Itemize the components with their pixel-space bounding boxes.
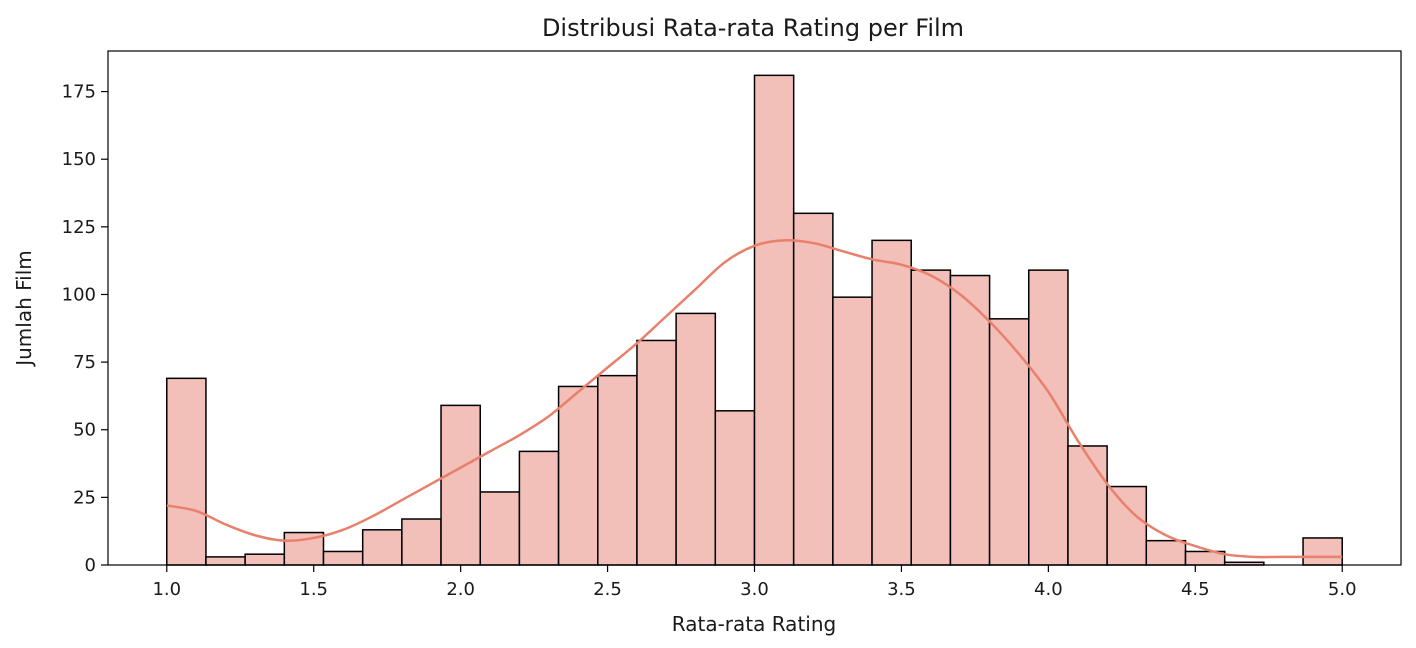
x-tick-label: 4.0 xyxy=(1034,579,1063,600)
x-tick-label: 2.5 xyxy=(593,579,622,600)
chart-title: Distribusi Rata-rata Rating per Film xyxy=(542,14,964,42)
y-tick-label: 50 xyxy=(73,420,96,441)
x-tick-label: 5.0 xyxy=(1328,579,1357,600)
x-tick-label: 1.5 xyxy=(299,579,328,600)
histogram-bar xyxy=(1145,539,1187,566)
y-tick-label: 25 xyxy=(73,487,96,508)
x-axis: 1.0 1.5 2.0 2.5 3.0 3.5 4.0 4.5 5.0 xyxy=(152,565,1357,600)
histogram-bar xyxy=(636,339,677,566)
x-axis-label: Rata-rata Rating xyxy=(672,612,836,636)
y-axis: 0 25 50 75 100 125 150 175 xyxy=(62,82,108,576)
histogram-bar xyxy=(440,404,481,566)
histogram-bar xyxy=(244,553,286,566)
histogram-bar xyxy=(479,491,521,566)
y-tick-label: 100 xyxy=(62,284,96,305)
x-tick-label: 1.0 xyxy=(152,579,181,600)
histogram-bar xyxy=(322,550,364,566)
histogram-bar xyxy=(401,518,442,566)
histogram-bar xyxy=(205,556,246,566)
histogram-bar xyxy=(597,374,638,566)
bars-group xyxy=(166,74,1343,566)
histogram-bar xyxy=(1302,537,1343,566)
y-tick-label: 150 xyxy=(62,149,96,170)
histogram-bar xyxy=(753,74,795,566)
histogram-bar xyxy=(166,377,207,566)
histogram-bar xyxy=(518,450,560,566)
histogram-bar xyxy=(557,385,599,566)
y-tick-label: 175 xyxy=(62,82,96,103)
y-axis-label: Jumlah Film xyxy=(12,250,36,368)
histogram-bar xyxy=(832,296,873,566)
histogram-bar xyxy=(714,410,756,566)
x-tick-label: 4.5 xyxy=(1181,579,1210,600)
histogram-bar xyxy=(1106,485,1148,566)
histogram-bar xyxy=(988,318,1030,566)
y-tick-label: 125 xyxy=(62,217,96,238)
kde-line xyxy=(166,239,1343,559)
x-tick-label: 2.0 xyxy=(446,579,475,600)
histogram-bar xyxy=(910,269,952,566)
histogram-bar xyxy=(871,239,912,566)
histogram-bar xyxy=(792,212,834,566)
y-tick-label: 0 xyxy=(85,555,96,576)
histogram-bar xyxy=(949,274,991,566)
x-tick-label: 3.0 xyxy=(740,579,769,600)
y-tick-label: 75 xyxy=(73,352,96,373)
x-tick-label: 3.5 xyxy=(887,579,916,600)
histogram-bar xyxy=(675,312,717,566)
histogram-bar xyxy=(1067,445,1108,566)
histogram-bar xyxy=(1028,269,1069,566)
histogram-bar xyxy=(361,529,403,566)
